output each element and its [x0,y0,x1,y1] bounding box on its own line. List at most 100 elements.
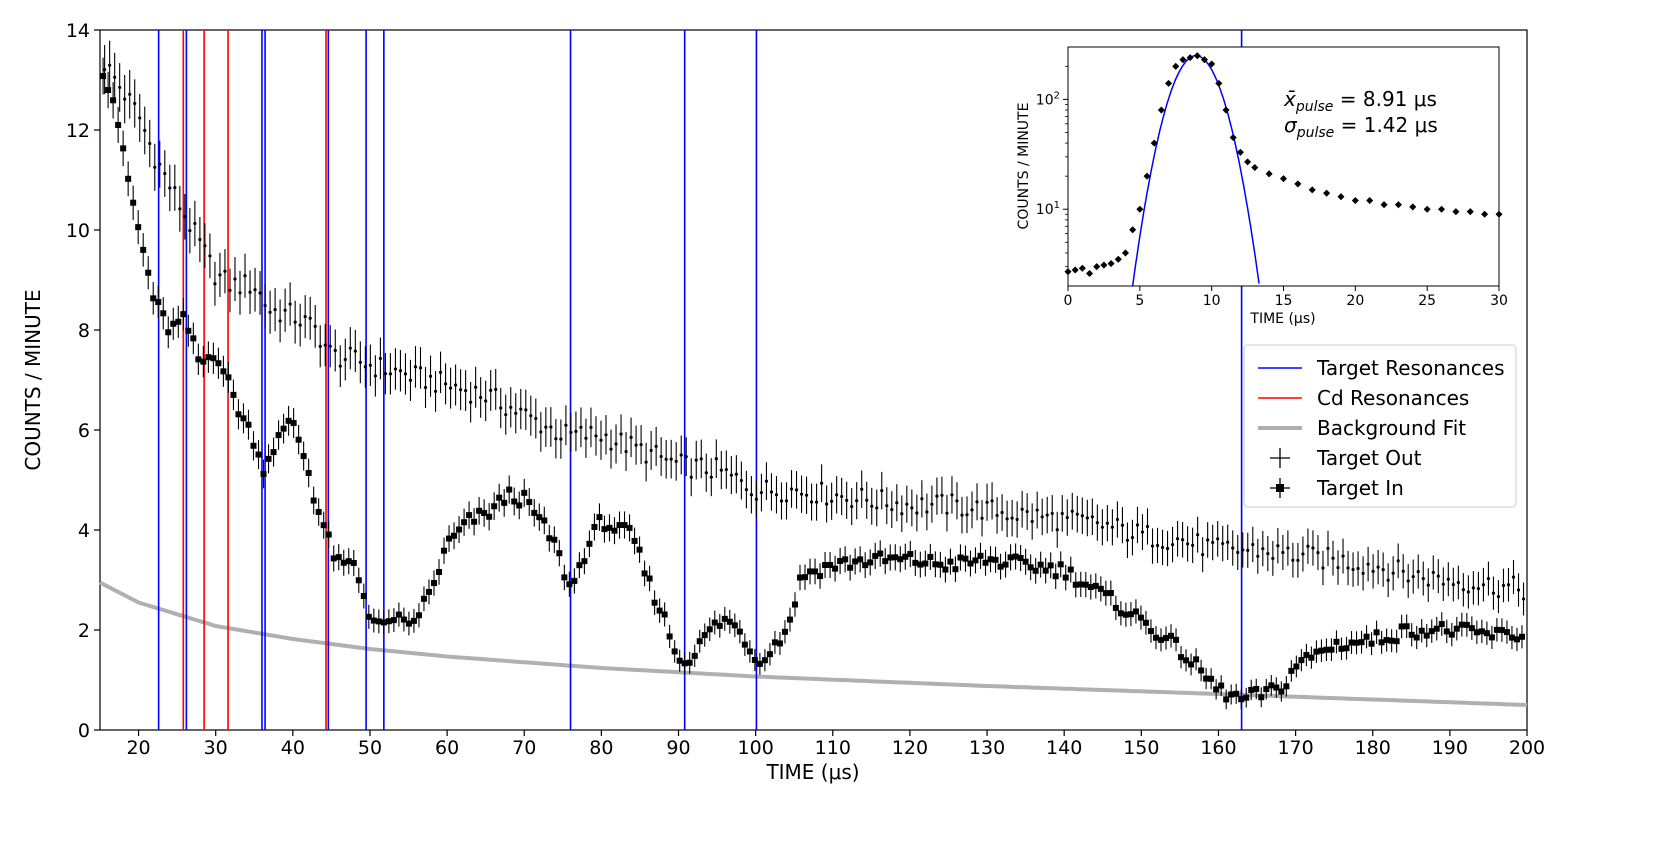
target-in-point [410,608,417,633]
target-in-point [345,548,352,575]
target-in-point [155,285,162,319]
target-out-point [1271,541,1275,576]
target-out-point [1005,500,1009,538]
x-tick-label-50: 50 [358,737,382,759]
target-in-point [1478,619,1485,644]
target-in-point [1303,643,1310,667]
target-in-point [1032,557,1039,584]
target-in-point [546,524,553,552]
target-in-point [646,565,653,592]
target-in-point [300,441,307,471]
target-out-point [744,470,748,509]
target-out-point [784,482,789,520]
target-out-point [1306,528,1310,564]
target-in-point [997,553,1004,580]
target-out-point [629,417,633,458]
target-out-point [584,418,588,458]
target-in-point [541,506,548,535]
target-out-point [323,323,327,367]
y-tick-label-8: 8 [78,320,90,342]
target-in-point [215,347,222,379]
target-out-point [1446,562,1450,597]
target-out-point [905,485,909,523]
target-in-point [987,546,994,573]
target-in-point [456,516,463,544]
target-in-point [1413,625,1420,650]
target-out-point [203,223,207,269]
target-in-point [812,558,819,585]
target-in-point [195,343,202,376]
target-in-point [1047,552,1054,579]
target-out-point [193,200,197,247]
target-out-point [514,393,518,434]
target-out-point [1090,498,1094,536]
target-in-point [551,526,558,554]
target-out-point [644,442,648,482]
target-out-point [1160,529,1165,566]
target-in-point [706,617,713,642]
target-out-point [669,439,673,479]
target-in-point [802,564,809,590]
target-in-point [1338,637,1345,661]
target-in-point [100,57,107,95]
target-in-point [972,547,979,574]
target-in-point [611,517,618,545]
target-in-point [1092,573,1099,599]
target-in-point [1468,616,1475,640]
target-in-point [1132,599,1139,624]
target-in-point [556,540,563,567]
target-out-point [1135,506,1140,544]
target-out-point [659,437,663,476]
target-out-point [198,216,202,263]
target-out-point [1035,491,1039,529]
target-in-point [1147,619,1154,643]
target-in-point [335,544,342,571]
target-out-point [709,458,713,497]
target-out-point [1391,556,1395,591]
target-in-point [967,550,974,577]
target-in-point [1463,613,1470,637]
target-in-point [852,548,859,575]
target-out-point [1321,550,1325,586]
target-out-point [213,261,217,306]
target-out-point [1366,546,1370,582]
target-in-point [1077,571,1084,598]
target-out-point [448,367,453,409]
target-out-point [895,484,899,522]
y-tick-label-12: 12 [66,120,90,142]
target-out-point [890,491,894,529]
target-in-point [922,550,929,577]
target-in-point [1002,551,1009,578]
target-out-point [383,352,387,395]
inset-x-tick-label-5: 5 [1135,293,1144,309]
target-in-point [736,619,743,644]
target-out-point [1231,530,1235,566]
target-in-point [466,501,473,529]
target-out-point [1301,536,1305,572]
target-out-point [1381,552,1385,587]
target-in-point [686,651,693,674]
target-in-point [1318,639,1325,662]
target-in-point [937,551,944,578]
target-out-point [794,471,799,509]
target-out-point [1356,551,1360,586]
target-out-point [328,325,332,368]
target-in-point [1228,684,1235,705]
target-in-point [927,543,934,570]
inset-annotation-sigma: σpulse = 1.42 μs [1284,113,1438,141]
target-in-point [1368,632,1375,656]
inset-chart: 0 5 10 15 20 25 30 101 102 TIME (μs) COUNTS / MI… [1016,46,1508,327]
target-in-point [716,614,723,638]
target-in-point [1383,628,1390,652]
target-in-point [636,536,643,563]
target-out-point [1351,552,1355,587]
target-in-point [1037,551,1044,578]
target-out-point [935,477,939,515]
target-in-point [1473,620,1480,644]
target-out-point [113,52,117,102]
target-out-point [1175,520,1180,557]
target-in-point [140,233,147,267]
target-in-point [125,161,132,197]
target-in-point [240,403,247,434]
target-in-point [626,514,633,542]
